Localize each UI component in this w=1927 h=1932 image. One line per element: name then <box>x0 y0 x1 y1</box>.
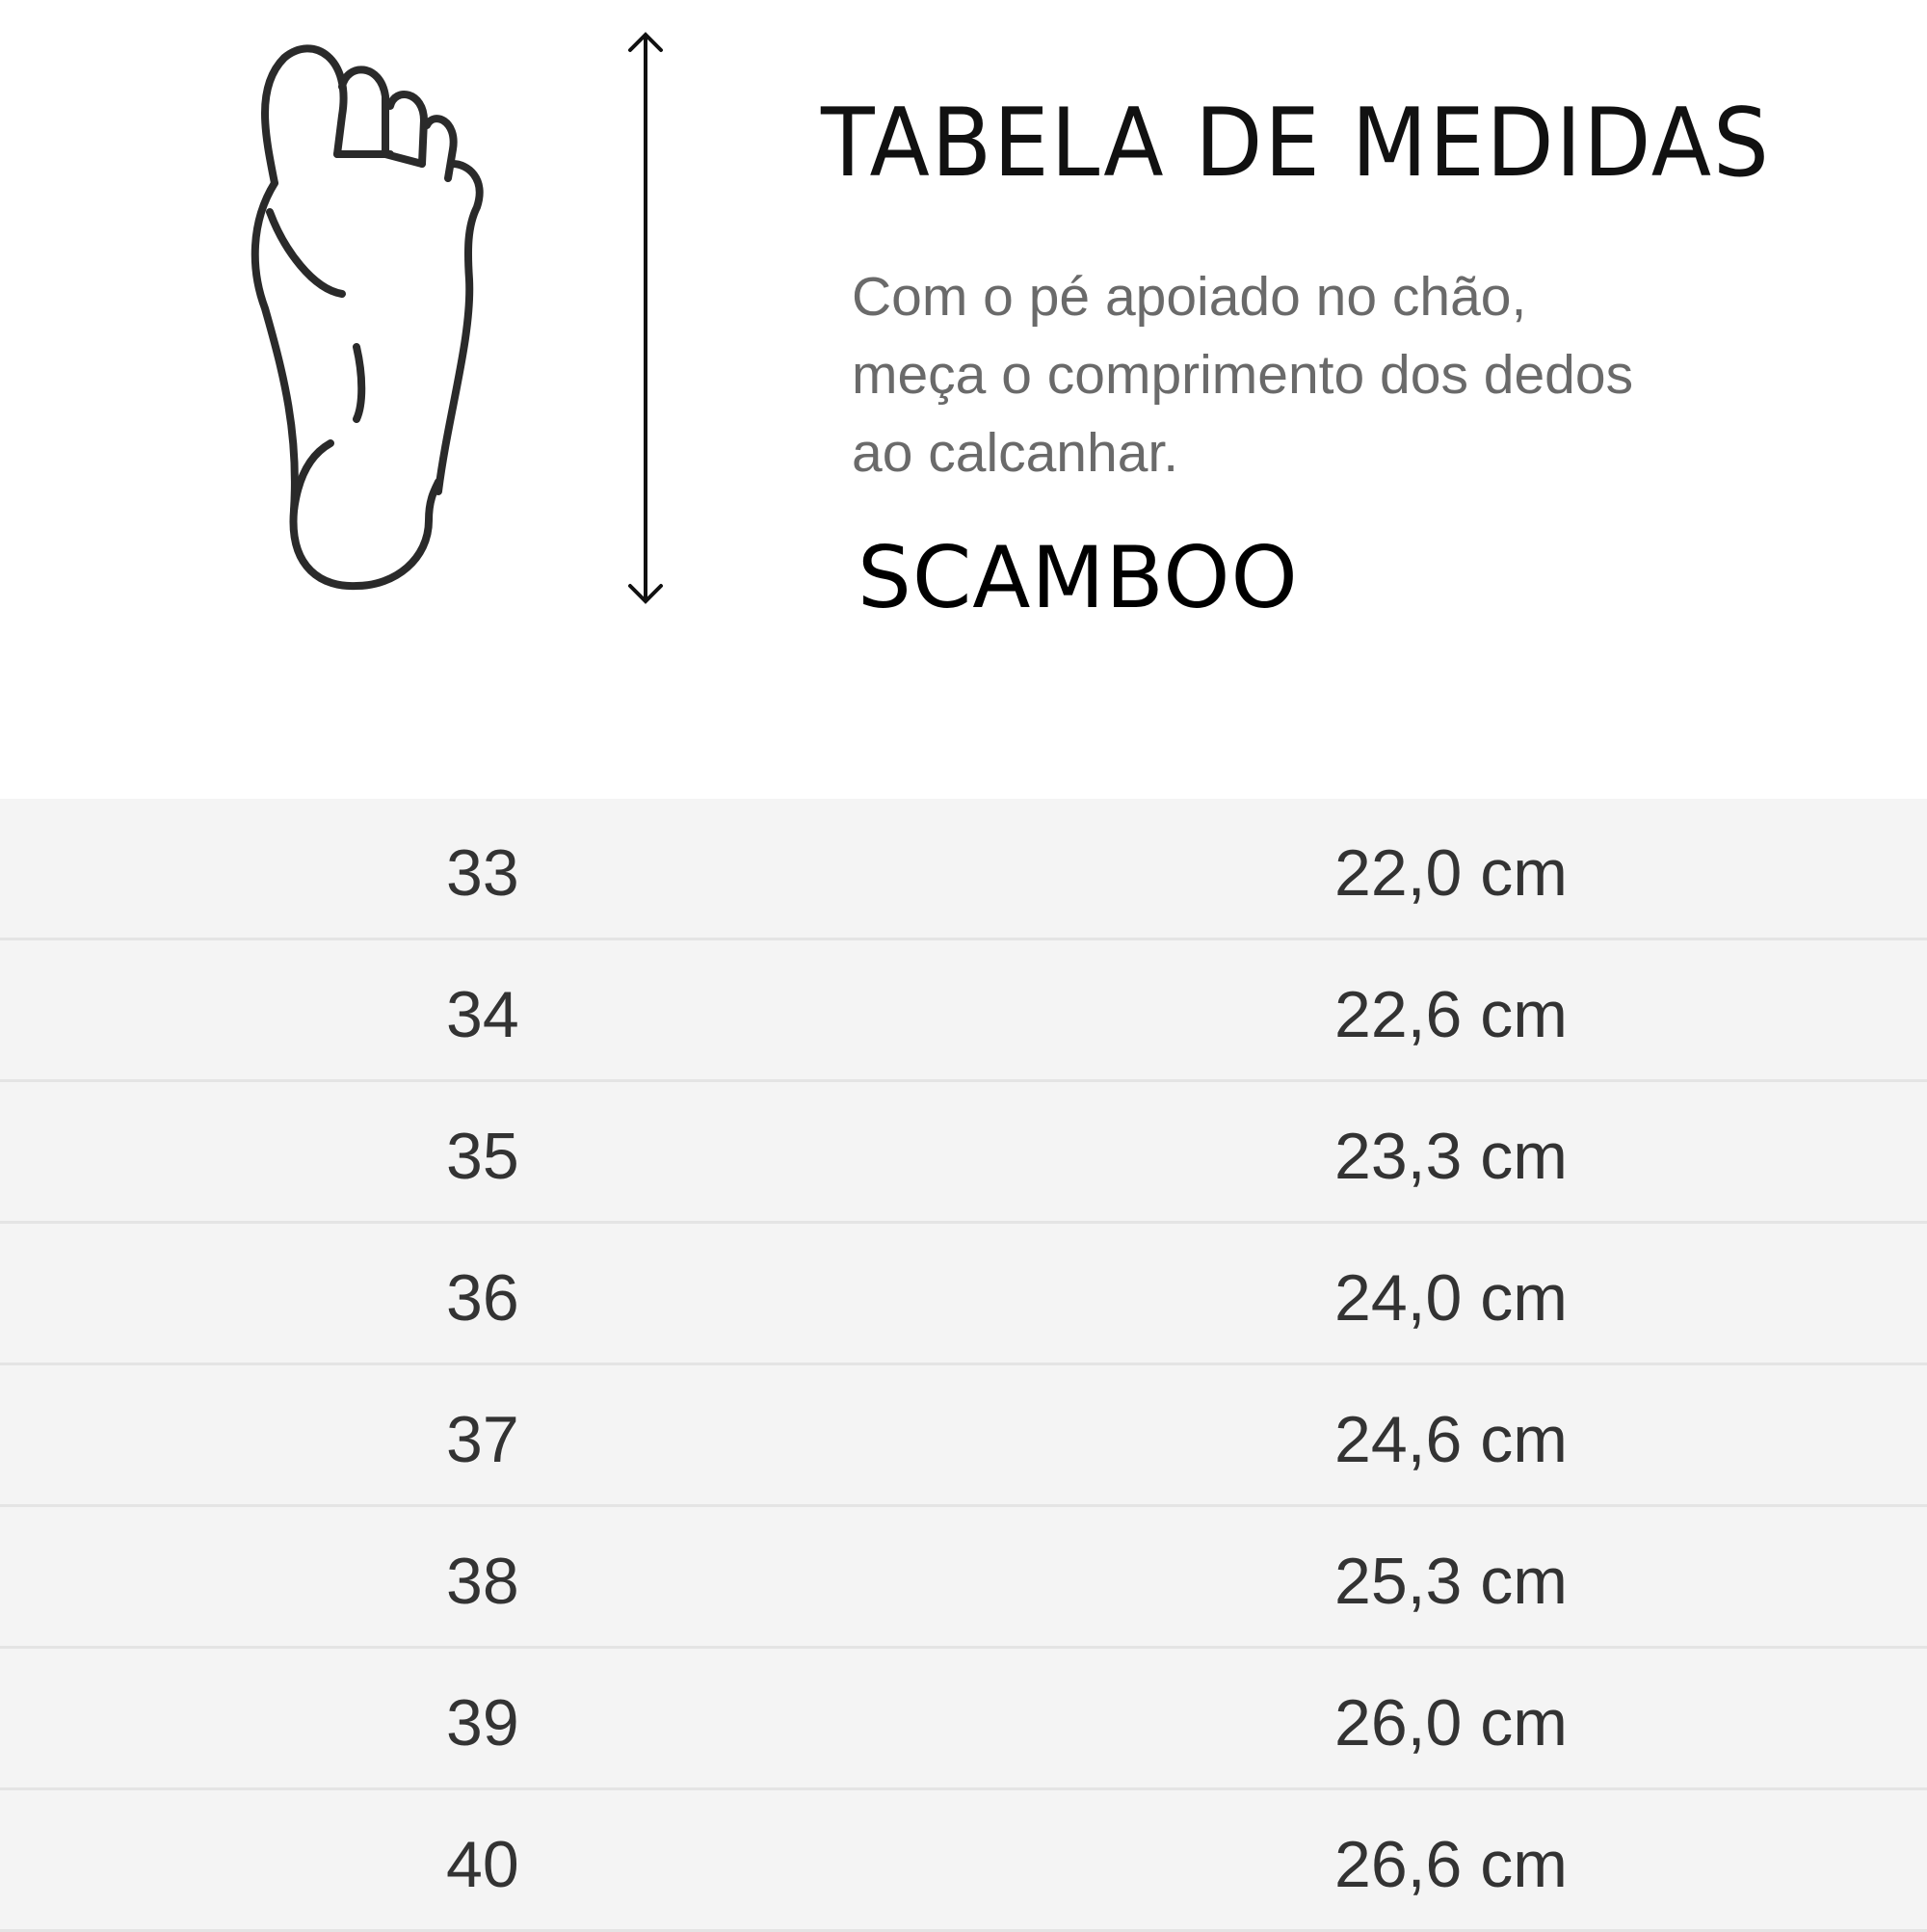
measurement-instructions: Com o pé apoiado no chão, meça o comprim… <box>852 258 1815 492</box>
size-cell: 34 <box>446 978 519 1051</box>
size-cell: 36 <box>446 1261 519 1335</box>
page-title: TABELA DE MEDIDAS <box>821 89 1771 198</box>
table-row: 37 24,6 cm <box>0 1365 1927 1507</box>
instruction-line: meça o comprimento dos dedos <box>852 344 1634 406</box>
length-cell: 24,0 cm <box>1334 1261 1568 1335</box>
instruction-line: Com o pé apoiado no chão, <box>852 266 1527 328</box>
length-cell: 22,0 cm <box>1334 836 1568 910</box>
size-cell: 38 <box>446 1545 519 1618</box>
brand-logo: SCAMBOO <box>858 528 1299 627</box>
length-cell: 25,3 cm <box>1334 1545 1568 1618</box>
length-cell: 23,3 cm <box>1334 1120 1568 1193</box>
size-cell: 35 <box>446 1120 519 1193</box>
table-row: 39 26,0 cm <box>0 1649 1927 1790</box>
foot-outline-icon <box>251 44 484 591</box>
table-row: 38 25,3 cm <box>0 1507 1927 1649</box>
table-row: 40 26,6 cm <box>0 1790 1927 1932</box>
length-cell: 26,0 cm <box>1334 1686 1568 1760</box>
instruction-line: ao calcanhar. <box>852 422 1179 484</box>
length-cell: 24,6 cm <box>1334 1403 1568 1476</box>
length-cell: 22,6 cm <box>1334 978 1568 1051</box>
vertical-double-arrow-icon <box>628 32 663 604</box>
size-cell: 33 <box>446 836 519 910</box>
table-row: 34 22,6 cm <box>0 940 1927 1082</box>
size-cell: 40 <box>446 1828 519 1901</box>
size-table: 33 22,0 cm 34 22,6 cm 35 23,3 cm 36 24,0 cm … <box>0 799 1927 1932</box>
table-row: 33 22,0 cm <box>0 799 1927 940</box>
table-row: 35 23,3 cm <box>0 1082 1927 1224</box>
size-cell: 37 <box>446 1403 519 1476</box>
length-cell: 26,6 cm <box>1334 1828 1568 1901</box>
size-cell: 39 <box>446 1686 519 1760</box>
table-row: 36 24,0 cm <box>0 1224 1927 1365</box>
